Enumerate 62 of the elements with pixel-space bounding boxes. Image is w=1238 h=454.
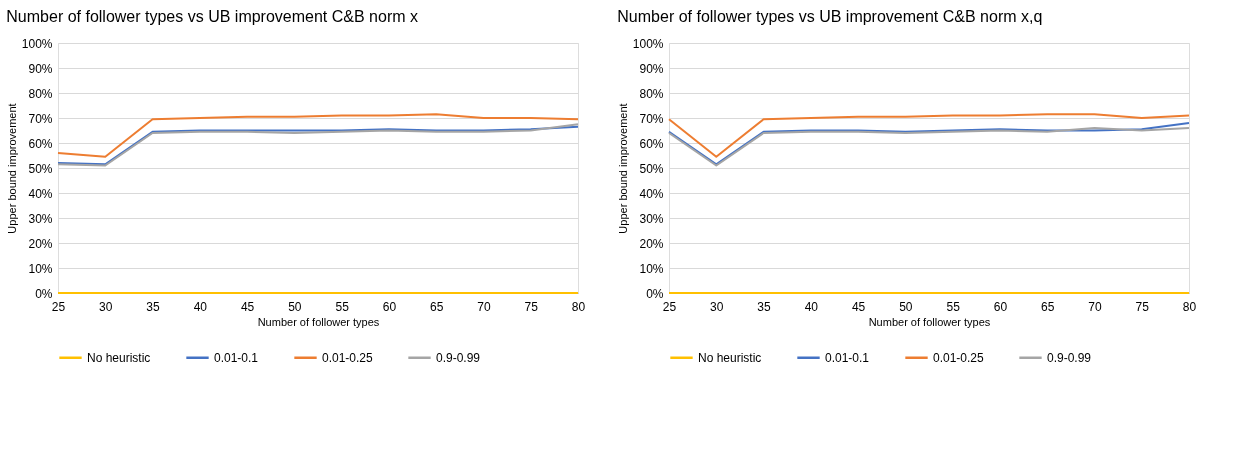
legend-label: 0.01-0.25 xyxy=(322,350,374,365)
y-tick-label: 30% xyxy=(28,211,53,226)
x-tick-label: 35 xyxy=(757,299,772,314)
x-tick-label: 50 xyxy=(899,299,913,314)
y-tick-label: 90% xyxy=(639,61,664,76)
x-tick-label: 75 xyxy=(524,299,539,314)
line-series xyxy=(57,113,579,158)
y-tick-label: 40% xyxy=(639,186,664,201)
x-tick-label: 25 xyxy=(51,299,66,314)
x-tick-label: 40 xyxy=(193,299,208,314)
chart-title: Number of follower types vs UB improvement C&B norm x xyxy=(6,8,418,25)
x-tick-label: 40 xyxy=(804,299,819,314)
x-tick-label: 80 xyxy=(571,299,586,314)
legend-label: 0.01-0.1 xyxy=(825,350,870,365)
x-tick-label: 80 xyxy=(1182,299,1197,314)
y-tick-label: 90% xyxy=(28,61,53,76)
y-tick-label: 60% xyxy=(639,136,664,151)
y-axis-title: Upper bound improvement xyxy=(5,103,18,234)
chart-title: Number of follower types vs UB improvement C&B norm x,q xyxy=(617,8,1043,25)
x-tick-label: 55 xyxy=(335,299,350,314)
y-tick-label: 40% xyxy=(28,186,53,201)
y-tick-label: 80% xyxy=(639,86,664,101)
y-tick-label: 80% xyxy=(28,86,53,101)
x-tick-label: 55 xyxy=(946,299,961,314)
x-tick-label: 45 xyxy=(851,299,866,314)
legend-label: 0.01-0.25 xyxy=(933,350,985,365)
y-tick-label: 70% xyxy=(639,111,664,126)
legend-label: No heuristic xyxy=(698,350,762,365)
y-tick-label: 20% xyxy=(639,236,664,251)
x-tick-label: 35 xyxy=(146,299,161,314)
y-tick-label: 50% xyxy=(639,161,664,176)
y-tick-label: 30% xyxy=(639,211,664,226)
x-tick-label: 75 xyxy=(1135,299,1150,314)
x-tick-label: 70 xyxy=(477,299,491,314)
x-axis-title: Number of follower types xyxy=(868,315,991,328)
y-tick-label: 0% xyxy=(35,286,53,301)
legend-label: 0.01-0.1 xyxy=(214,350,259,365)
y-tick-label: 70% xyxy=(28,111,53,126)
x-axis-title: Number of follower types xyxy=(257,315,380,328)
legend-label: 0.9-0.99 xyxy=(436,350,481,365)
x-tick-label: 30 xyxy=(710,299,724,314)
x-tick-label: 65 xyxy=(430,299,444,314)
x-tick-label: 70 xyxy=(1088,299,1102,314)
line-series xyxy=(668,113,1190,158)
y-tick-label: 10% xyxy=(28,261,53,276)
y-tick-label: 0% xyxy=(646,286,664,301)
x-tick-label: 50 xyxy=(288,299,302,314)
legend-label: No heuristic xyxy=(87,350,151,365)
y-tick-label: 10% xyxy=(639,261,664,276)
legend-label: 0.9-0.99 xyxy=(1047,350,1092,365)
x-tick-label: 60 xyxy=(382,299,397,314)
x-tick-label: 30 xyxy=(99,299,113,314)
y-axis-title: Upper bound improvement xyxy=(616,103,629,234)
x-tick-label: 65 xyxy=(1041,299,1055,314)
y-tick-label: 100% xyxy=(21,36,53,51)
y-tick-label: 20% xyxy=(28,236,53,251)
x-tick-label: 45 xyxy=(240,299,255,314)
y-tick-label: 50% xyxy=(28,161,53,176)
x-tick-label: 60 xyxy=(993,299,1008,314)
y-tick-label: 60% xyxy=(28,136,53,151)
x-tick-label: 25 xyxy=(662,299,677,314)
y-tick-label: 100% xyxy=(632,36,664,51)
